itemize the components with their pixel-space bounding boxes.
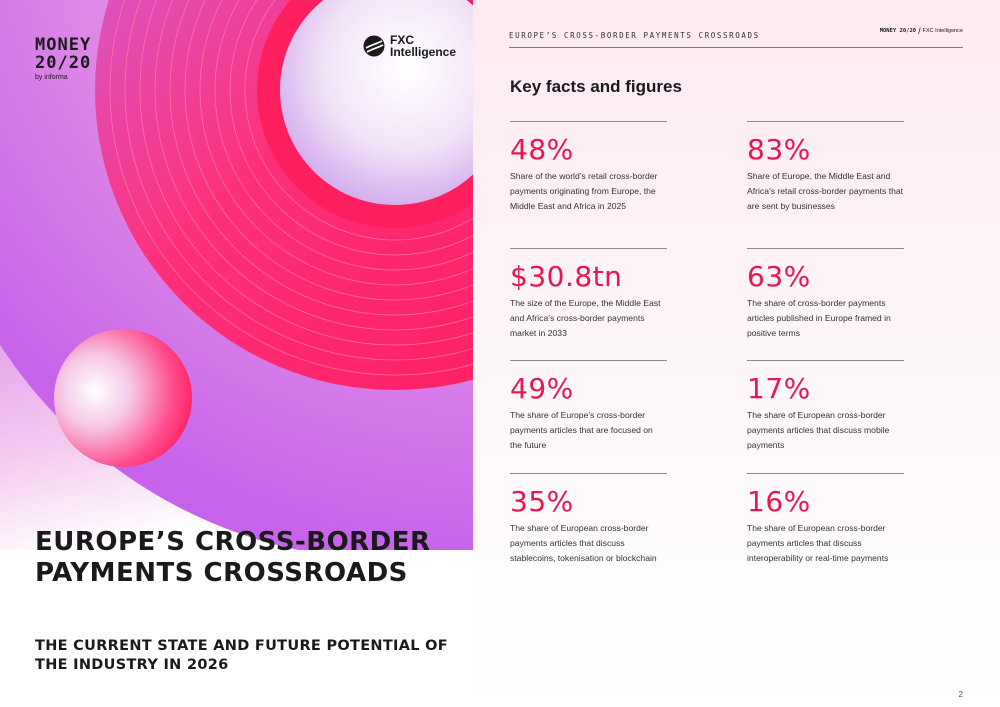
fact-card: 16% The share of European cross-border p… xyxy=(747,473,904,566)
fact-value: $30.8tn xyxy=(510,260,623,293)
section-title: Key facts and figures xyxy=(510,77,682,96)
fact-value: 63% xyxy=(747,260,811,293)
divider xyxy=(747,121,904,122)
logo-fxc-line2: Intelligence xyxy=(390,45,457,59)
fact-card: 63% The share of cross-border payments a… xyxy=(747,248,904,341)
key-facts-page: EUROPE’S CROSS-BORDER PAYMENTS CROSSROAD… xyxy=(473,0,1000,707)
fxc-globe-icon xyxy=(363,35,385,57)
gradient-sphere xyxy=(54,329,192,467)
divider xyxy=(510,248,667,249)
header-logo-money: MONEY 20/20 xyxy=(879,28,917,34)
abstract-rings-artwork xyxy=(0,0,473,550)
report-cover: MONEY 20/20 by informa FXC Intelligence … xyxy=(0,0,473,707)
cover-title: EUROPE’S CROSS-BORDER PAYMENTS CROSSROAD… xyxy=(35,527,431,588)
fact-description: Share of the world’s retail cross-border… xyxy=(510,171,658,211)
logo-money-by: by informa xyxy=(35,74,68,81)
fact-value: 48% xyxy=(510,133,574,166)
divider xyxy=(510,121,667,122)
divider xyxy=(747,473,904,474)
fact-description: The share of European cross-border payme… xyxy=(747,410,890,450)
fxc-intelligence-logo: FXC Intelligence xyxy=(363,34,456,58)
logo-money-line2: 20/20 xyxy=(35,53,92,73)
fact-card: 35% The share of European cross-border p… xyxy=(510,473,667,566)
fact-value: 35% xyxy=(510,485,574,518)
header-logos: MONEY 20/20 / FXC Intelligence xyxy=(879,26,963,36)
header-logo-fxc: FXC Intelligence xyxy=(922,28,963,34)
fact-description: The size of the Europe, the Middle East … xyxy=(510,298,661,338)
fact-description: The share of European cross-border payme… xyxy=(747,523,889,563)
cover-subtitle: THE CURRENT STATE AND FUTURE POTENTIAL O… xyxy=(35,638,448,673)
logo-money-line1: MONEY xyxy=(35,35,92,55)
fact-description: The share of cross-border payments artic… xyxy=(747,298,891,338)
divider xyxy=(510,473,667,474)
logo-fxc-line1: FXC xyxy=(390,33,414,47)
divider xyxy=(510,360,667,361)
divider xyxy=(747,248,904,249)
page-header: EUROPE’S CROSS-BORDER PAYMENTS CROSSROAD… xyxy=(509,26,963,48)
fact-card: 49% The share of Europe’s cross-border p… xyxy=(510,360,667,453)
fact-card: 17% The share of European cross-border p… xyxy=(747,360,904,453)
fact-description: The share of Europe’s cross-border payme… xyxy=(510,410,653,450)
header-title: EUROPE’S CROSS-BORDER PAYMENTS CROSSROAD… xyxy=(509,31,760,40)
fact-value: 49% xyxy=(510,372,574,405)
fact-description: The share of European cross-border payme… xyxy=(510,523,657,563)
fact-description: Share of Europe, the Middle East and Afr… xyxy=(747,171,904,211)
fact-value: 17% xyxy=(747,372,811,405)
money2020-logo: MONEY 20/20 by informa xyxy=(35,36,91,81)
divider xyxy=(747,360,904,361)
fact-card: $30.8tn The size of the Europe, the Midd… xyxy=(510,248,667,341)
fact-value: 83% xyxy=(747,133,811,166)
fact-card: 48% Share of the world’s retail cross-bo… xyxy=(510,121,667,214)
fact-card: 83% Share of Europe, the Middle East and… xyxy=(747,121,904,214)
header-logo-separator: / xyxy=(918,26,921,36)
page-number: 2 xyxy=(958,690,963,699)
fact-value: 16% xyxy=(747,485,811,518)
